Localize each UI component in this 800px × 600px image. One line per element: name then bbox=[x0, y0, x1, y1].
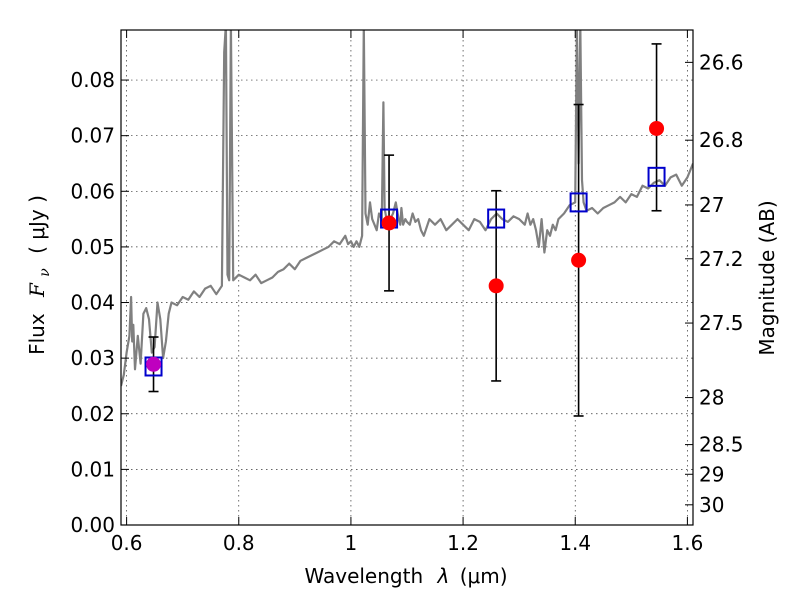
y-tick-label: 0.06 bbox=[70, 179, 115, 203]
label-layer: 0.6 0.8 1 1.2 1.4 1.6 0.00 0.01 0.02 0.03 0.04 0.05… bbox=[70, 50, 743, 555]
mag-tick-label: 27.2 bbox=[699, 247, 744, 271]
y-tick-label: 0.00 bbox=[70, 513, 115, 537]
x-axis-label-unit: (μm) bbox=[460, 564, 508, 588]
x-tick-label: 1 bbox=[345, 531, 358, 555]
mag-tick-label: 28 bbox=[699, 386, 724, 410]
y-tick-label: 0.08 bbox=[70, 68, 115, 92]
mag-tick-label: 26.6 bbox=[699, 50, 744, 74]
y-tick-label: 0.05 bbox=[70, 235, 115, 259]
tick-layer bbox=[121, 30, 693, 526]
mag-tick-label: 27.5 bbox=[699, 311, 744, 335]
observed-point bbox=[649, 120, 665, 136]
observed-point bbox=[488, 278, 504, 294]
mag-tick-label: 30 bbox=[699, 493, 724, 517]
y-tick-label: 0.03 bbox=[70, 346, 115, 370]
observed-point bbox=[146, 356, 162, 372]
model-square bbox=[647, 166, 666, 187]
y-axis-label: Flux F ν ( μJy ) bbox=[25, 195, 54, 355]
y-axis-label-unit: ( μJy ) bbox=[25, 195, 49, 254]
y-axis-label-subscript: ν bbox=[37, 268, 53, 277]
x-tick-label: 1.4 bbox=[559, 531, 591, 555]
y2-axis-label: Magnitude (AB) bbox=[755, 200, 779, 355]
model-square bbox=[569, 192, 588, 213]
mag-tick-label: 29 bbox=[699, 462, 724, 486]
y-tick-label: 0.04 bbox=[70, 291, 115, 315]
observed-point bbox=[571, 252, 587, 268]
y-tick-label: 0.01 bbox=[70, 457, 115, 481]
mag-tick-label: 27 bbox=[699, 193, 724, 217]
x-tick-label: 0.8 bbox=[223, 531, 255, 555]
model-square bbox=[487, 208, 506, 229]
plot-area bbox=[121, 30, 693, 417]
mag-tick-label: 26.8 bbox=[699, 128, 744, 152]
plot-frame bbox=[120, 29, 694, 526]
y-tick-label: 0.02 bbox=[70, 402, 115, 426]
grid-layer bbox=[121, 30, 693, 526]
x-tick-label: 0.6 bbox=[111, 531, 143, 555]
x-tick-label: 1.2 bbox=[447, 531, 479, 555]
y-tick-label: 0.07 bbox=[70, 124, 115, 148]
mag-tick-label: 28.5 bbox=[699, 433, 744, 457]
x-axis-label: Wavelength λ (μm) bbox=[304, 564, 507, 588]
data-layer bbox=[121, 30, 693, 417]
y-axis-label-symbol: F bbox=[25, 282, 49, 298]
x-tick-label: 1.6 bbox=[671, 531, 703, 555]
x-axis-label-symbol: λ bbox=[437, 564, 450, 588]
observed-point bbox=[381, 215, 397, 231]
x-axis-label-text: Wavelength bbox=[304, 564, 423, 588]
y-axis-label-prefix: Flux bbox=[25, 313, 49, 355]
